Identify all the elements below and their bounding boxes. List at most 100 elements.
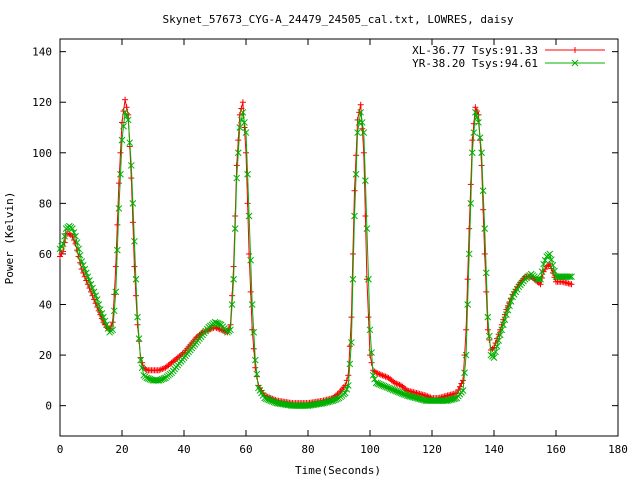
- data-point: [568, 281, 575, 288]
- data-point: [476, 134, 484, 141]
- data-point: [111, 291, 118, 298]
- data-point: [234, 149, 242, 157]
- data-point: [571, 59, 579, 67]
- data-point: [251, 356, 259, 364]
- data-point: [89, 284, 96, 292]
- data-point: [492, 348, 499, 356]
- data-point: [472, 104, 479, 111]
- data-point: [503, 311, 510, 318]
- data-point: [362, 213, 369, 220]
- data-point: [250, 328, 258, 336]
- data-point: [506, 302, 513, 310]
- data-point: [469, 137, 476, 144]
- data-point: [87, 280, 95, 288]
- data-point: [126, 139, 134, 147]
- data-point: [479, 187, 487, 195]
- data-point: [507, 297, 515, 305]
- data-point: [360, 149, 367, 156]
- data-point: [139, 359, 146, 366]
- data-point: [358, 119, 366, 126]
- data-point: [346, 360, 354, 368]
- data-point: [252, 364, 259, 371]
- data-point: [90, 288, 98, 296]
- data-point: [465, 250, 473, 258]
- data-point: [101, 317, 109, 325]
- y-tick-label: 20: [39, 349, 52, 362]
- data-point: [463, 326, 470, 333]
- data-point: [535, 275, 543, 283]
- data-point: [61, 232, 69, 240]
- legend-label: XL-36.77 Tsys:91.33: [412, 44, 538, 57]
- data-point: [249, 326, 256, 333]
- x-tick-label: 100: [360, 443, 380, 456]
- data-point: [123, 112, 131, 120]
- data-point: [549, 261, 557, 269]
- data-point: [343, 385, 351, 393]
- data-point: [112, 288, 120, 296]
- data-point: [113, 246, 121, 254]
- data-point: [134, 313, 141, 321]
- data-point: [75, 245, 82, 253]
- data-point: [467, 200, 475, 207]
- data-point: [360, 129, 368, 136]
- data-point: [499, 321, 507, 329]
- data-point: [485, 332, 493, 340]
- data-point: [344, 382, 352, 389]
- data-point: [472, 108, 479, 116]
- data-point: [459, 387, 467, 394]
- data-point: [231, 225, 239, 233]
- data-point: [481, 250, 488, 257]
- data-point: [363, 225, 371, 233]
- data-point: [98, 310, 106, 317]
- data-point: [95, 301, 103, 308]
- data-point: [461, 369, 468, 377]
- data-point: [349, 275, 357, 283]
- data-point: [115, 180, 122, 187]
- data-point: [72, 232, 79, 240]
- data-point: [366, 326, 374, 334]
- data-point: [470, 129, 478, 136]
- data-point: [228, 301, 236, 308]
- data-point: [496, 331, 504, 339]
- data-point: [100, 313, 107, 321]
- x-tick-label: 120: [422, 443, 442, 456]
- data-point: [131, 263, 138, 270]
- data-point: [352, 170, 360, 178]
- data-point: [131, 237, 138, 245]
- x-tick-label: 180: [608, 443, 628, 456]
- data-point: [464, 301, 472, 308]
- data-point: [245, 212, 253, 220]
- data-point: [341, 389, 349, 397]
- data-point: [103, 321, 110, 329]
- data-point: [355, 119, 363, 126]
- data-point: [540, 260, 547, 268]
- x-tick-label: 40: [177, 443, 190, 456]
- data-point: [534, 275, 541, 283]
- data-point: [243, 149, 249, 156]
- plot-border: [59, 38, 619, 437]
- y-axis-label: Power (Kelvin): [3, 192, 16, 285]
- data-point: [235, 137, 242, 144]
- data-point: [361, 177, 369, 184]
- data-point: [348, 339, 355, 346]
- data-point: [239, 108, 247, 116]
- data-point: [160, 375, 168, 382]
- data-point: [123, 104, 130, 111]
- data-point: [247, 256, 255, 264]
- data-point: [547, 256, 555, 263]
- data-point: [351, 187, 358, 194]
- x-tick-label: 60: [239, 443, 252, 456]
- data-point: [115, 205, 123, 212]
- data-point: [551, 267, 558, 275]
- data-point: [73, 239, 81, 246]
- data-point: [482, 269, 490, 277]
- y-tick-label: 80: [39, 197, 52, 210]
- y-tick-label: 0: [45, 400, 52, 413]
- data-point: [349, 250, 356, 257]
- x-tick-label: 0: [57, 443, 64, 456]
- data-point: [501, 316, 509, 324]
- data-point: [484, 326, 491, 333]
- chart-title: Skynet_57673_CYG-A_24479_24505_cal.txt, …: [163, 13, 514, 26]
- data-point: [132, 275, 140, 283]
